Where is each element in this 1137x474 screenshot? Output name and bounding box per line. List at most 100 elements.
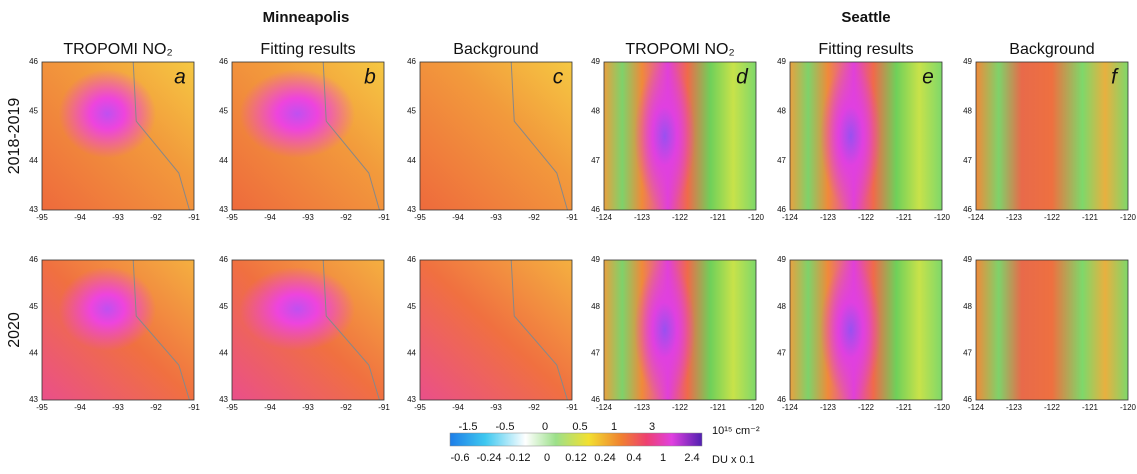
x-tick-label: -121: [710, 213, 727, 222]
x-tick-label: -93: [302, 213, 314, 222]
border: [132, 61, 190, 211]
colorbar-label: -0.5: [496, 421, 515, 433]
x-tick-label: -93: [302, 403, 314, 412]
y-tick-label: 49: [777, 57, 786, 66]
y-tick-label: 46: [219, 255, 228, 264]
y-tick-label: 48: [591, 302, 600, 311]
x-tick-label: -92: [150, 213, 162, 222]
panel-letter: f: [1111, 66, 1119, 89]
y-tick-label: 46: [407, 57, 416, 66]
column-header: TROPOMI NO₂: [625, 41, 734, 58]
x-tick-label: -91: [566, 213, 578, 222]
x-tick-label: -95: [414, 403, 426, 412]
y-tick-label: 45: [29, 302, 38, 311]
x-tick-label: -91: [378, 213, 390, 222]
panel-letter: e: [922, 66, 934, 89]
y-tick-label: 47: [591, 156, 600, 165]
map-panel: [420, 62, 572, 210]
y-tick-label: 47: [777, 156, 786, 165]
colorbar-label: 0: [544, 452, 550, 464]
x-tick-label: -95: [36, 213, 48, 222]
y-tick-label: 48: [591, 106, 600, 115]
y-tick-label: 43: [219, 395, 228, 404]
y-tick-label: 46: [963, 205, 972, 214]
panel-frame: [231, 259, 385, 401]
y-tick-label: 45: [407, 106, 416, 115]
y-tick-label: 46: [29, 57, 38, 66]
y-tick-label: 44: [219, 156, 228, 165]
x-tick-label: -95: [226, 403, 238, 412]
y-tick-label: 49: [591, 255, 600, 264]
x-tick-label: -122: [672, 213, 689, 222]
column-header: Fitting results: [818, 41, 913, 58]
x-tick-label: -123: [1006, 403, 1023, 412]
colorbar-label: 0.4: [626, 452, 641, 464]
x-tick-label: -93: [112, 403, 124, 412]
y-tick-label: 47: [777, 348, 786, 357]
panel-letter: a: [174, 66, 186, 89]
x-tick-label: -124: [968, 403, 985, 412]
plume: [58, 69, 156, 159]
city-title: Minneapolis: [263, 9, 350, 26]
colorbar-label: 3: [649, 421, 655, 433]
x-tick-label: -92: [340, 213, 352, 222]
x-tick-label: -122: [858, 213, 875, 222]
plume: [634, 62, 696, 210]
colorbar: [449, 432, 703, 447]
row-label: 2018-2019: [6, 98, 23, 175]
panel-frame: [975, 259, 1129, 401]
plume: [239, 267, 356, 351]
y-tick-label: 47: [591, 348, 600, 357]
x-tick-label: -124: [782, 213, 799, 222]
plume: [820, 260, 882, 400]
x-tick-label: -95: [226, 213, 238, 222]
x-tick-label: -123: [820, 213, 837, 222]
y-tick-label: 49: [963, 57, 972, 66]
panel-frame: [419, 61, 573, 211]
y-tick-label: 46: [591, 205, 600, 214]
y-tick-label: 46: [29, 255, 38, 264]
column-header: Background: [1009, 41, 1094, 58]
y-tick-label: 44: [407, 156, 416, 165]
y-tick-label: 46: [963, 395, 972, 404]
y-tick-label: 45: [407, 302, 416, 311]
panel-letter: b: [364, 66, 376, 89]
y-tick-label: 45: [29, 106, 38, 115]
x-tick-label: -94: [264, 403, 276, 412]
x-tick-label: -91: [188, 213, 200, 222]
y-tick-label: 49: [963, 255, 972, 264]
y-tick-label: 46: [777, 205, 786, 214]
x-tick-label: -94: [264, 213, 276, 222]
y-tick-label: 48: [963, 106, 972, 115]
y-tick-label: 44: [29, 348, 38, 357]
x-tick-label: -123: [634, 213, 651, 222]
panel-letter: d: [736, 66, 749, 89]
x-tick-label: -124: [596, 213, 613, 222]
y-tick-label: 45: [219, 302, 228, 311]
x-tick-label: -123: [820, 403, 837, 412]
x-tick-label: -91: [566, 403, 578, 412]
colorbar-label: 2.4: [684, 452, 699, 464]
colorbar-label: 0.24: [594, 452, 615, 464]
x-tick-label: -91: [378, 403, 390, 412]
x-tick-label: -121: [1082, 403, 1099, 412]
x-tick-label: -92: [528, 403, 540, 412]
row-label: 2020: [6, 312, 23, 348]
y-tick-label: 46: [219, 57, 228, 66]
x-tick-label: -120: [934, 403, 951, 412]
y-tick-label: 44: [29, 156, 38, 165]
x-tick-label: -93: [490, 403, 502, 412]
column-header: Fitting results: [260, 41, 355, 58]
y-tick-label: 49: [591, 57, 600, 66]
x-tick-label: -91: [188, 403, 200, 412]
city-title: Seattle: [841, 9, 890, 26]
y-tick-label: 43: [407, 205, 416, 214]
x-tick-label: -122: [1044, 213, 1061, 222]
x-tick-label: -94: [452, 403, 464, 412]
border: [322, 259, 380, 401]
y-tick-label: 46: [777, 395, 786, 404]
y-tick-label: 43: [407, 395, 416, 404]
x-tick-label: -94: [74, 213, 86, 222]
x-tick-label: -123: [634, 403, 651, 412]
y-tick-label: 48: [777, 106, 786, 115]
